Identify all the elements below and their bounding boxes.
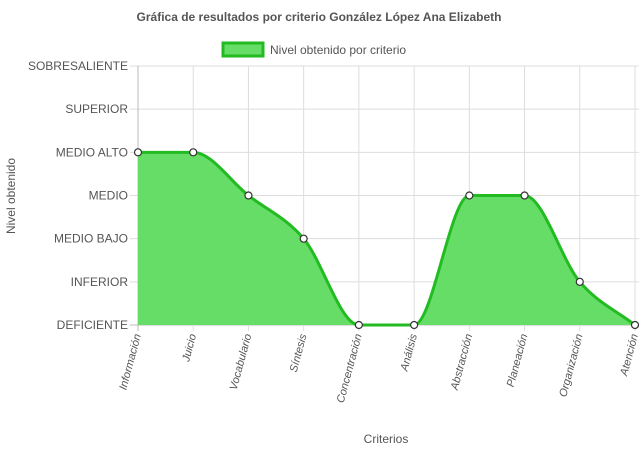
y-axis-title: Nivel obtenido — [4, 158, 18, 234]
data-point[interactable] — [354, 320, 363, 330]
x-tick-label: Atención — [618, 333, 639, 378]
data-point[interactable] — [575, 277, 584, 286]
x-tick-label: Juicio — [180, 333, 199, 364]
y-axis-ticks: DEFICIENTE INFERIOR MEDIO BAJO MEDIO MEDIO A… — [28, 59, 128, 332]
series-line — [138, 150, 636, 327]
y-tick-label: MEDIO BAJO — [54, 232, 128, 246]
data-point[interactable] — [630, 320, 639, 330]
data-point[interactable] — [465, 191, 474, 200]
x-tick-label: Síntesis — [288, 332, 310, 373]
x-axis-ticks: Información Juicio Vocabulario Síntesis Conc… — [117, 332, 639, 404]
x-tick-label: Vocabulario — [228, 333, 255, 392]
y-tick-label: SOBRESALIENTE — [28, 59, 128, 73]
data-point[interactable] — [244, 191, 253, 200]
data-point[interactable] — [299, 234, 308, 243]
legend[interactable]: Nivel obtenido por criterio — [221, 41, 406, 58]
x-tick-label: Planeación — [505, 333, 531, 389]
y-tick-label: MEDIO — [89, 189, 128, 203]
chart-title: Gráfica de resultados por criterio Gonzá… — [137, 10, 502, 24]
x-tick-label: Información — [117, 333, 143, 392]
y-tick-label: INFERIOR — [71, 275, 129, 289]
data-point[interactable] — [520, 191, 529, 200]
legend-swatch — [221, 41, 265, 58]
data-points — [133, 148, 639, 330]
data-point[interactable] — [410, 320, 419, 330]
y-tick-label: DEFICIENTE — [57, 318, 128, 332]
data-point[interactable] — [189, 148, 198, 157]
y-tick-label: MEDIO ALTO — [56, 145, 128, 159]
x-tick-label: Organización — [557, 333, 585, 399]
y-tick-label: SUPERIOR — [65, 102, 128, 116]
plot-area — [138, 150, 636, 327]
legend-label: Nivel obtenido por criterio — [270, 43, 406, 57]
data-point[interactable] — [133, 148, 143, 157]
x-axis-title: Criterios — [364, 432, 409, 446]
x-tick-label: Análisis — [398, 332, 420, 373]
x-tick-label: Abstracción — [449, 333, 476, 393]
x-tick-label: Concentración — [335, 333, 365, 405]
